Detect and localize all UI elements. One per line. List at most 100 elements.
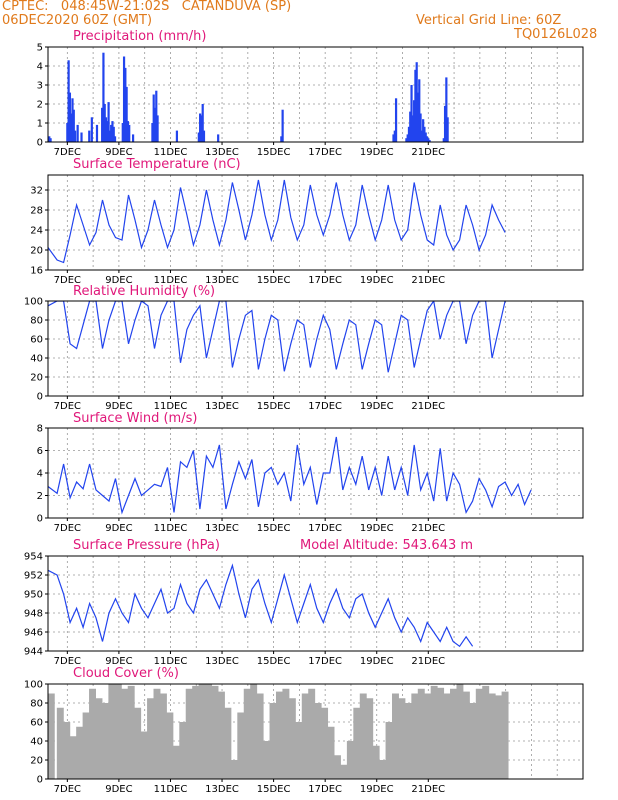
plot-frame [47, 174, 584, 271]
y-tick-label: 2 [37, 100, 43, 111]
precip-bar [106, 121, 109, 142]
x-tick-label: 7DEC [54, 784, 81, 795]
series-line [48, 301, 506, 373]
precip-bar [202, 130, 206, 142]
x-tick-label: 13DEC [205, 275, 239, 286]
y-tick-label: 0 [37, 514, 43, 525]
precip-bar [151, 123, 154, 142]
cloud-bar [482, 685, 490, 779]
cloud-bar [443, 693, 451, 779]
panel-title: Relative Humidity (%) [73, 284, 215, 299]
x-tick-label: 13DEC [205, 401, 239, 412]
cloud-bar [366, 698, 374, 779]
cloud-bar [295, 722, 303, 779]
cloud-bar [462, 691, 470, 779]
x-tick-label: 21DEC [411, 275, 445, 286]
x-tick-label: 13DEC [205, 656, 239, 667]
y-tick-label: 8 [37, 424, 43, 435]
cloud-bar [327, 726, 335, 779]
x-tick-label: 15DEC [257, 147, 291, 158]
y-tick-label: 32 [30, 186, 43, 197]
x-tick-label: 17DEC [308, 784, 342, 795]
header-left-line2: 06DEC2020 60Z (GMT) [2, 13, 153, 28]
cloud-bar [237, 712, 245, 779]
x-tick-label: 19DEC [360, 523, 394, 534]
cloud-bar [82, 712, 90, 779]
y-tick-label: 100 [24, 680, 43, 691]
x-tick-label: 15DEC [257, 523, 291, 534]
plot-frame [47, 555, 584, 652]
y-tick-label: 80 [30, 699, 43, 710]
x-tick-label: 13DEC [205, 147, 239, 158]
cloud-bar [437, 687, 445, 779]
cloud-bar [469, 703, 477, 779]
x-tick-label: 15DEC [257, 401, 291, 412]
precip-bar [155, 90, 158, 142]
header-right-line1: Vertical Grid Line: 60Z [416, 13, 562, 28]
cloud-bar [217, 691, 225, 779]
cloud-bar [275, 691, 283, 779]
x-tick-label: 11DEC [154, 147, 188, 158]
x-tick-label: 19DEC [360, 401, 394, 412]
header-left-line1: CPTEC: 048:45W-21:02S CATANDUVA (SP) [2, 0, 292, 14]
y-tick-label: 6 [37, 446, 43, 457]
cloud-bar [456, 684, 464, 779]
precip-bar [281, 109, 284, 142]
y-tick-label: 20 [30, 246, 43, 257]
cloud-bar [172, 745, 180, 779]
x-tick-label: 19DEC [360, 147, 394, 158]
precip-bar [113, 136, 117, 142]
y-tick-label: 0 [37, 775, 43, 786]
series-line [48, 179, 506, 264]
x-tick-label: 21DEC [411, 401, 445, 412]
x-tick-label: 15DEC [257, 784, 291, 795]
x-tick-label: 7DEC [54, 523, 81, 534]
x-tick-label: 13DEC [205, 784, 239, 795]
y-tick-label: 80 [30, 316, 43, 327]
y-tick-label: 952 [24, 571, 43, 582]
cloud-bar [269, 703, 277, 779]
precip-bar [217, 134, 220, 142]
precip-bar [392, 134, 395, 142]
precip-bar [76, 124, 79, 142]
cloud-bar [411, 693, 419, 779]
cloud-bar [250, 684, 258, 779]
y-tick-label: 950 [24, 590, 43, 601]
x-tick-label: 9DEC [105, 275, 132, 286]
precip-bar [425, 136, 429, 142]
panel-title: Precipitation (mm/h) [73, 29, 206, 44]
precip-bar [394, 98, 398, 142]
precip-bar [80, 132, 83, 142]
x-tick-label: 15DEC [257, 656, 291, 667]
precip-bar [443, 105, 447, 142]
x-tick-label: 15DEC [257, 275, 291, 286]
y-tick-label: 24 [30, 226, 43, 237]
model-altitude-label: Model Altitude: 543.643 m [300, 538, 473, 553]
cloud-bar [404, 703, 412, 779]
cloud-bar [230, 760, 238, 779]
precip-bar [90, 117, 93, 142]
cloud-bar [398, 698, 406, 779]
x-tick-label: 21DEC [411, 147, 445, 158]
cloud-bar [301, 693, 309, 779]
x-tick-label: 19DEC [360, 784, 394, 795]
precip-bar [423, 126, 426, 142]
precip-bar [156, 115, 159, 142]
cloud-bar [288, 698, 296, 779]
precip-bar [201, 104, 204, 142]
precip-bar [102, 52, 105, 142]
cloud-bar [379, 760, 387, 779]
precip-bar [445, 77, 448, 142]
precip-bar [428, 140, 431, 142]
x-tick-label: 19DEC [360, 275, 394, 286]
precip-bar [413, 100, 416, 142]
cloud-bar [501, 691, 509, 779]
cloud-bar [76, 726, 84, 779]
y-tick-label: 28 [30, 206, 43, 217]
cloud-bar [321, 707, 329, 779]
cloud-bar [488, 693, 496, 779]
precip-bar [112, 126, 115, 142]
precip-bar [73, 130, 77, 142]
precip-bar [424, 132, 427, 142]
